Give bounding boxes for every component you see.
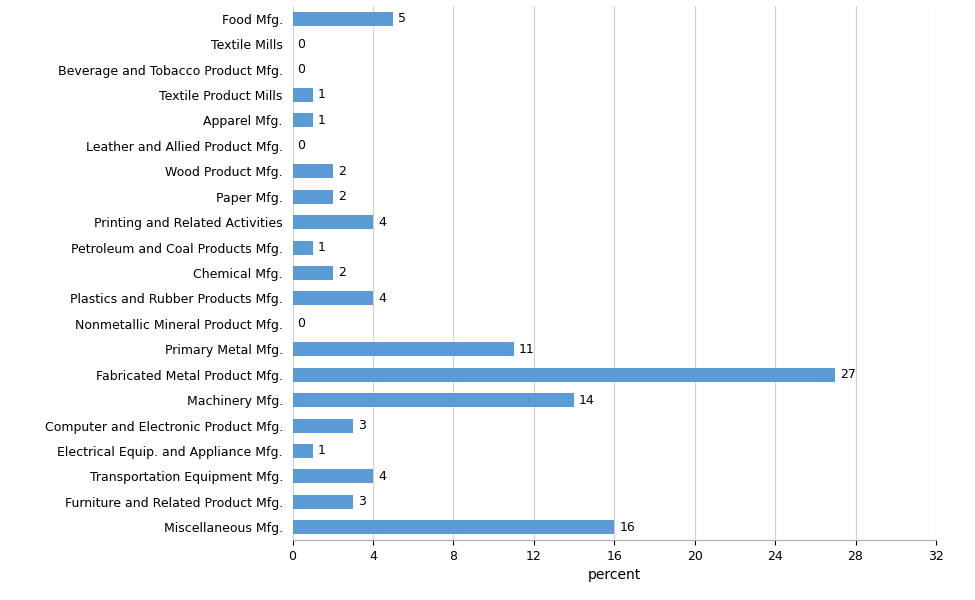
Bar [292, 469, 372, 484]
Bar [292, 190, 332, 204]
Bar [292, 368, 836, 382]
X-axis label: percent: percent [588, 568, 641, 582]
Bar [292, 495, 353, 509]
Text: 14: 14 [579, 394, 595, 407]
Text: 3: 3 [358, 496, 366, 508]
Text: 4: 4 [378, 470, 386, 483]
Text: 1: 1 [318, 241, 326, 254]
Bar [292, 444, 313, 458]
Text: 11: 11 [519, 343, 534, 356]
Text: 1: 1 [318, 445, 326, 458]
Text: 4: 4 [378, 292, 386, 305]
Text: 0: 0 [297, 63, 305, 76]
Bar [292, 419, 353, 433]
Text: 27: 27 [840, 368, 856, 381]
Text: 2: 2 [337, 165, 345, 178]
Text: 2: 2 [337, 266, 345, 280]
Bar [292, 393, 574, 407]
Bar [292, 292, 372, 305]
Text: 2: 2 [337, 190, 345, 203]
Text: 16: 16 [619, 521, 635, 534]
Bar [292, 241, 313, 254]
Text: 0: 0 [297, 38, 305, 50]
Bar [292, 520, 614, 534]
Text: 3: 3 [358, 419, 366, 432]
Bar [292, 12, 393, 26]
Text: 5: 5 [398, 12, 406, 25]
Bar [292, 88, 313, 102]
Bar [292, 342, 514, 356]
Text: 1: 1 [318, 88, 326, 101]
Bar [292, 215, 372, 229]
Text: 0: 0 [297, 317, 305, 331]
Bar [292, 113, 313, 127]
Bar [292, 266, 332, 280]
Text: 4: 4 [378, 215, 386, 229]
Bar [292, 164, 332, 178]
Text: 0: 0 [297, 139, 305, 152]
Text: 1: 1 [318, 114, 326, 127]
